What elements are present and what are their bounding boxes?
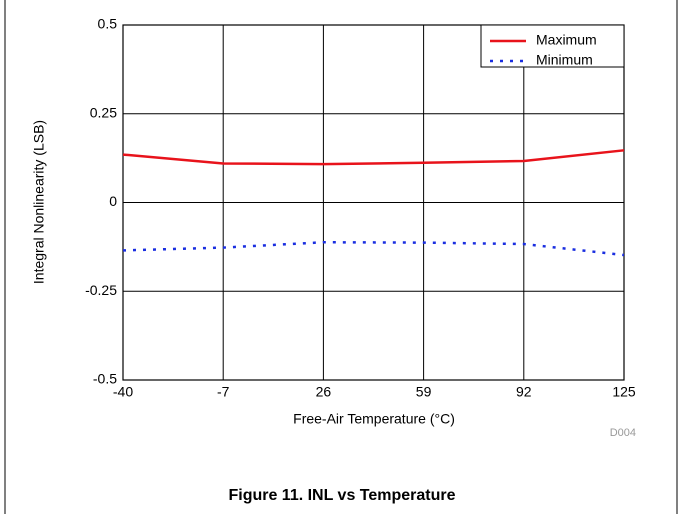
y-tick-label: 0.5: [98, 16, 118, 32]
legend-label: Maximum: [536, 32, 597, 48]
legend-box: [480, 24, 625, 68]
x-tick-label: -7: [217, 384, 230, 400]
y-tick-label: 0: [109, 193, 117, 209]
series-line: [122, 241, 625, 257]
y-tick-label: -0.5: [93, 371, 117, 387]
x-axis-label: Free-Air Temperature (°C): [293, 411, 455, 427]
plot-border: [122, 24, 625, 381]
x-tick-label: 125: [612, 384, 636, 400]
series-line: [122, 149, 625, 166]
frame: [4, 0, 678, 514]
y-tick-label: 0.25: [90, 104, 117, 120]
x-tick-label: 59: [416, 384, 432, 400]
legend-label: Minimum: [536, 52, 593, 68]
y-axis-label: Integral Nonlinearity (LSB): [31, 120, 47, 284]
x-tick-label: 92: [516, 384, 532, 400]
figure-code: D004: [610, 427, 636, 439]
x-tick-label: 26: [316, 384, 332, 400]
caption: Figure 11. INL vs Temperature: [228, 487, 455, 504]
y-tick-label: -0.25: [85, 282, 117, 298]
x-tick-label: -40: [113, 384, 133, 400]
